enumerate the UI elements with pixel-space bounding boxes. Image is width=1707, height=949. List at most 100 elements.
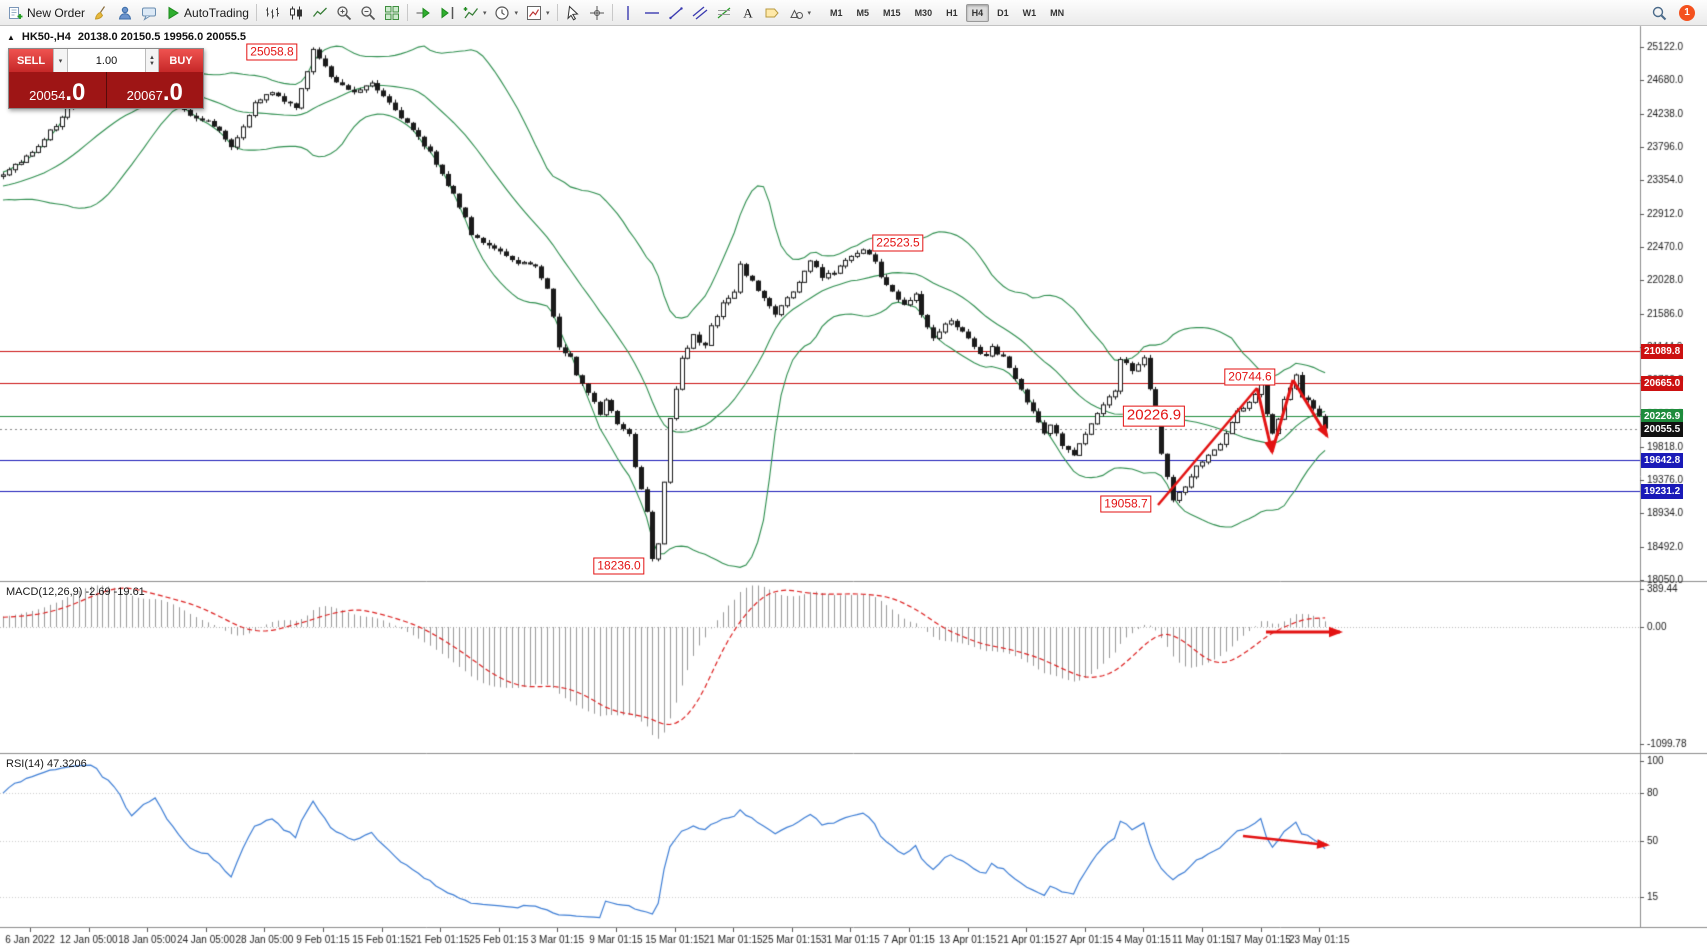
rsi-value: 47.3206 — [46, 758, 87, 770]
timeframe-m5-button[interactable]: M5 — [856, 7, 870, 18]
bar-chart-button[interactable] — [260, 2, 284, 24]
templates-button[interactable]: ▾ — [522, 2, 554, 24]
clock-icon — [494, 5, 510, 21]
rsi-indicator-label: RSI(14) 47.3206 — [6, 758, 87, 770]
search-button[interactable] — [1647, 2, 1671, 24]
periods-button[interactable]: ▾ — [490, 2, 522, 24]
stepper-down-icon[interactable]: ▼ — [149, 60, 155, 67]
macd-title: MACD(12,26,9) — [6, 586, 83, 598]
timeframe-d1-button[interactable]: D1 — [997, 7, 1009, 18]
notifications-badge[interactable]: 1 — [1679, 4, 1695, 21]
macd-values: -2.69 -19.61 — [85, 586, 145, 598]
zoom-out-icon — [360, 5, 376, 21]
chat-icon — [141, 5, 157, 21]
fibonacci-button[interactable] — [712, 2, 736, 24]
vertical-line-button[interactable] — [616, 2, 640, 24]
shapes-button[interactable]: ▾ — [784, 2, 816, 24]
toolbar-separator — [556, 4, 558, 21]
svg-text:A: A — [743, 5, 753, 20]
collapse-triangle-icon[interactable]: ▲ — [7, 32, 15, 42]
timeframe-w1-button[interactable]: W1 — [1022, 7, 1037, 18]
timeframe-h1-button[interactable]: H1 — [946, 7, 958, 18]
line-chart-button[interactable] — [308, 2, 332, 24]
dropdown-caret-icon: ▾ — [482, 9, 487, 17]
buy-price[interactable]: 20067.0 — [107, 72, 204, 108]
tile-windows-button[interactable] — [380, 2, 404, 24]
buy-price-frac: .0 — [162, 79, 183, 106]
order-prices-row: 20054.0 20067.0 — [9, 72, 203, 108]
macd-indicator-label: MACD(12,26,9) -2.69 -19.61 — [6, 586, 145, 598]
zoom-in-button[interactable] — [332, 2, 356, 24]
autotrading-play-icon — [165, 5, 181, 21]
fibonacci-icon — [716, 5, 732, 21]
volume-dropdown[interactable]: ▾ — [53, 49, 68, 72]
current-price-badge: 20055.5 — [1641, 421, 1684, 437]
sell-price[interactable]: 20054.0 — [9, 72, 106, 108]
price-callout[interactable]: 18236.0 — [593, 557, 645, 575]
zoom-out-button[interactable] — [356, 2, 380, 24]
crosshair-icon — [589, 5, 605, 21]
order-controls-row: SELL ▾ 1.00 ▲ ▼ BUY — [9, 49, 203, 72]
label-button[interactable] — [760, 2, 784, 24]
price-callout[interactable]: 20744.6 — [1224, 368, 1276, 386]
one-click-trading-panel: SELL ▾ 1.00 ▲ ▼ BUY 20054.0 20067.0 — [8, 48, 204, 109]
trendline-icon — [668, 5, 684, 21]
sell-button[interactable]: SELL — [9, 49, 53, 72]
new-order-button-label: New Order — [27, 5, 86, 20]
channel-icon — [692, 5, 708, 21]
text-button[interactable]: A — [736, 2, 760, 24]
candlestick-chart-button[interactable] — [284, 2, 308, 24]
rsi-title: RSI(14) — [6, 758, 44, 770]
profile-icon — [117, 5, 133, 21]
trendline-button[interactable] — [664, 2, 688, 24]
zoom-in-icon — [336, 5, 352, 21]
price-divider — [105, 72, 107, 108]
price-callout[interactable]: 22523.5 — [872, 234, 924, 252]
timeframe-mn-button[interactable]: MN — [1050, 7, 1065, 18]
main-toolbar: New Order AutoTrading ▾ ▾ ▾ A ▾ M1 M5 M15 M30 H1 H4 D… — [0, 0, 1707, 26]
symbol-ohlc-values: 20138.0 20150.5 19956.0 20055.5 — [77, 31, 247, 43]
stepper-up-icon[interactable]: ▲ — [149, 54, 155, 61]
auto-scroll-icon — [415, 5, 431, 21]
chat-button[interactable] — [137, 2, 161, 24]
autotrading-button[interactable]: AutoTrading — [161, 2, 253, 24]
volume-stepper[interactable]: ▲ ▼ — [145, 49, 159, 72]
buy-button[interactable]: BUY — [159, 49, 203, 72]
price-callout[interactable]: 19058.7 — [1100, 495, 1152, 513]
toolbar-separator — [611, 4, 613, 21]
price-line-badge: 20665.0 — [1641, 375, 1684, 391]
line-chart-icon — [312, 5, 328, 21]
text-icon: A — [740, 5, 756, 21]
indicators-button[interactable]: ▾ — [459, 2, 491, 24]
volume-input[interactable]: 1.00 — [68, 49, 145, 72]
price-line-badge: 21089.8 — [1641, 343, 1684, 359]
horizontal-line-icon — [644, 5, 660, 21]
shapes-icon — [788, 5, 804, 21]
crosshair-button[interactable] — [585, 2, 609, 24]
chart-shift-button[interactable] — [435, 2, 459, 24]
price-callout[interactable]: 20226.9 — [1122, 405, 1186, 427]
timeframe-m15-button[interactable]: M15 — [883, 7, 901, 18]
channel-button[interactable] — [688, 2, 712, 24]
cursor-button[interactable] — [561, 2, 585, 24]
new-order-button[interactable]: New Order — [4, 2, 89, 24]
broom-icon — [93, 5, 109, 21]
timeframe-h4-button[interactable]: H4 — [965, 3, 990, 22]
price-line-badge: 19642.8 — [1641, 453, 1684, 469]
cleanup-charts-button[interactable] — [89, 2, 113, 24]
indicators-icon — [463, 5, 479, 21]
dropdown-caret-icon: ▾ — [545, 9, 550, 17]
new-order-icon — [8, 5, 24, 21]
search-icon — [1651, 5, 1667, 21]
tile-windows-icon — [384, 5, 400, 21]
timeframe-m1-button[interactable]: M1 — [830, 7, 843, 18]
price-callout[interactable]: 25058.8 — [246, 43, 298, 61]
horizontal-line-button[interactable] — [640, 2, 664, 24]
auto-scroll-button[interactable] — [411, 2, 435, 24]
dropdown-caret-icon: ▾ — [807, 9, 812, 17]
accounts-button[interactable] — [113, 2, 137, 24]
dropdown-caret-icon: ▾ — [514, 9, 518, 17]
timeframe-m30-button[interactable]: M30 — [914, 7, 933, 18]
symbol-info-bar: ▲ HK50-,H4 20138.0 20150.5 19956.0 20055… — [7, 31, 246, 43]
